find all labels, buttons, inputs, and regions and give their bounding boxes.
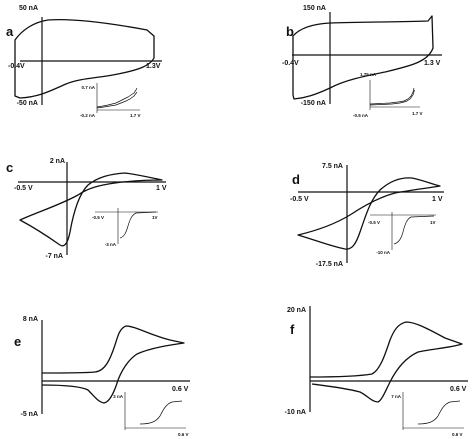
panel-f-inset-x-max-label: 0.6 V [452, 432, 463, 437]
panel-c-y-max-label: 2 nA [50, 158, 65, 165]
panel-b-inset: 1.75 nA -0.5 nA 1.7 V [353, 72, 423, 118]
panel-b-inset-x-max-label: 1.7 V [412, 111, 423, 116]
panel-a-inset: 0.7 nA -0.2 nA 1.7 V [80, 83, 141, 118]
panel-e-voltammogram [41, 325, 185, 404]
panel-f-inset-y-max-label: 7 nA [391, 394, 402, 399]
panel-e-y-max-label: 8 nA [23, 316, 38, 323]
panel-b: b 150 nA -150 nA -0.4V 1.3 V 1.75 nA -0.… [282, 5, 442, 118]
panel-d-label: d [292, 172, 300, 187]
panel-d-inset-y-min-label: -10 nA [376, 250, 391, 255]
panel-a-x-min-label: -0.4V [8, 63, 25, 70]
panel-b-y-max-label: 150 nA [303, 5, 326, 12]
panel-e-label: e [14, 334, 21, 349]
panel-f-x-max-label: 0.6 V [450, 386, 467, 393]
panel-f-voltammogram [309, 321, 463, 403]
panel-e-inset-curve [139, 400, 183, 425]
panel-f-y-max-label: 20 nA [287, 307, 306, 314]
panel-e-x-max-label: 0.6 V [172, 386, 189, 393]
panel-a-inset-y-max-label: 0.7 nA [81, 85, 95, 90]
panel-d-inset-x-max-label: 1V [430, 220, 436, 225]
panel-e: e 8 nA -5 nA 0.6 V 2 nA 0.6 V [14, 316, 190, 437]
panel-a-inset-curve-return [96, 91, 138, 109]
panel-d-inset-curve [393, 215, 435, 245]
panel-b-x-max-label: 1.3 V [424, 60, 441, 67]
panel-c-inset-x-min-label: -0.5 V [92, 215, 104, 220]
panel-c-inset-x-max-label: 1V [152, 215, 158, 220]
panel-c-inset-curve [119, 211, 157, 239]
panel-b-inset-y-min-label: -0.5 nA [353, 113, 369, 118]
panel-a-voltammogram [14, 18, 155, 99]
panel-a-inset-curve [96, 87, 138, 108]
panel-e-inset: 2 nA 0.6 V [113, 392, 189, 437]
panel-e-inset-y-max-label: 2 nA [113, 394, 124, 399]
panel-f-inset-curve [417, 400, 461, 425]
panel-a-inset-x-max-label: 1.7 V [130, 113, 141, 118]
panel-c-x-max-label: 1 V [156, 185, 167, 192]
panel-e-y-min-label: -5 nA [21, 411, 39, 418]
panel-c-inset-y-min-label: -3 nA [105, 242, 117, 247]
panel-a-label: a [6, 24, 14, 39]
panel-d-x-min-label: -0.5 V [290, 196, 309, 203]
panel-b-inset-y-max-label: 1.75 nA [360, 72, 377, 77]
panel-e-inset-x-max-label: 0.6 V [178, 432, 189, 437]
panel-c-y-min-label: -7 nA [46, 253, 64, 260]
panel-b-inset-curve-return [369, 89, 415, 106]
panel-c-inset: -0.5 V 1V -3 nA [92, 208, 158, 247]
panel-f-label: f [290, 322, 295, 337]
panel-f-y-min-label: -10 nA [285, 409, 306, 416]
panel-d-x-max-label: 1 V [432, 196, 443, 203]
panel-f-inset: 7 nA 0.6 V [391, 392, 464, 437]
panel-b-label: b [286, 24, 294, 39]
panel-a-y-max-label: 50 nA [19, 5, 38, 12]
panel-d-inset: -0.5 V 1V -10 nA [368, 212, 436, 255]
panel-b-inset-curve [369, 87, 415, 105]
panel-d-inset-x-min-label: -0.5 V [368, 220, 380, 225]
panel-b-y-min-label: -150 nA [301, 100, 326, 107]
panel-d-y-min-label: -17.5 nA [316, 261, 343, 268]
panel-c-x-min-label: -0.5 V [14, 185, 33, 192]
panel-c-label: c [6, 160, 13, 175]
panel-b-voltammogram [292, 15, 434, 100]
panel-c: c 2 nA -7 nA -0.5 V 1 V -0.5 V 1V -3 nA [6, 158, 167, 260]
panel-b-x-min-label: -0.4V [282, 60, 299, 67]
panel-d-voltammogram [297, 177, 441, 250]
panel-d-y-max-label: 7.5 nA [322, 163, 343, 170]
panel-a-x-max-label: 1.3V [146, 63, 161, 70]
panel-d: d 7.5 nA -17.5 nA -0.5 V 1 V -0.5 V 1V -… [290, 163, 444, 268]
panel-f: f 20 nA -10 nA 0.6 V 7 nA 0.6 V [285, 306, 468, 437]
panel-c-voltammogram [19, 172, 163, 247]
panel-a-inset-y-min-label: -0.2 nA [80, 113, 96, 118]
panel-a-y-min-label: -50 nA [17, 100, 38, 107]
panel-a: a 50 nA -50 nA -0.4V 1.3V 0.7 nA -0.2 nA… [6, 5, 162, 118]
